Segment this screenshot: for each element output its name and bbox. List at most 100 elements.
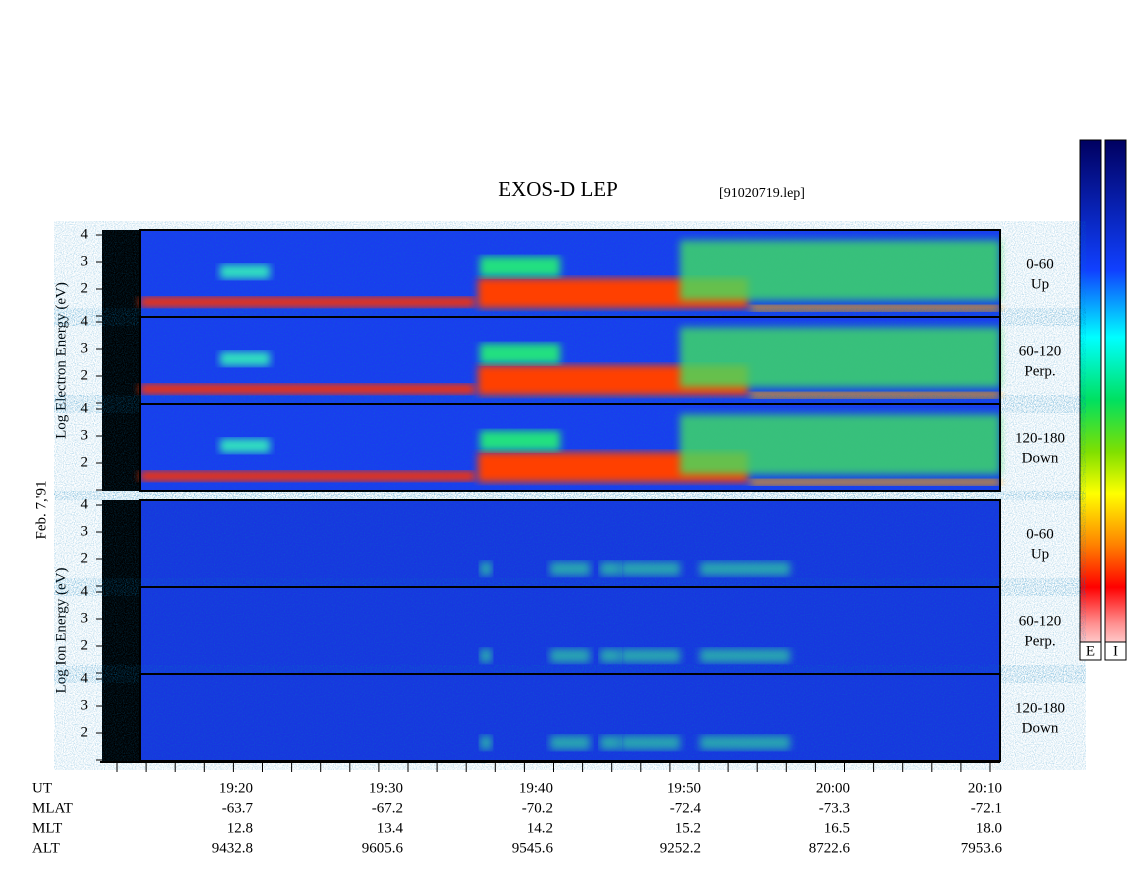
y-tick-label: 2 <box>81 724 89 740</box>
y-tick-label: 3 <box>81 697 89 713</box>
flux-region <box>680 240 1000 301</box>
flux-region <box>680 414 1000 475</box>
y-tick-label: 2 <box>81 637 89 653</box>
pitch-angle: 60-120 <box>1019 343 1062 359</box>
y-tick-label: 2 <box>81 280 89 296</box>
pitch-angle: 120-180 <box>1015 430 1065 446</box>
title: EXOS-D LEP <box>498 177 618 201</box>
colorbar-label: I <box>1113 643 1118 659</box>
y-tick-label: 4 <box>81 583 89 599</box>
group-label: Log Electron Energy (eV) <box>53 282 69 439</box>
table-cell: 13.4 <box>377 820 404 836</box>
pitch-angle: 60-120 <box>1019 613 1062 629</box>
file-name: [91020719.lep] <box>719 186 805 201</box>
y-tick-label: 3 <box>81 340 89 356</box>
colorbar <box>1079 139 1102 661</box>
y-tick-label: 4 <box>81 226 89 242</box>
table-cell: 19:40 <box>519 780 553 796</box>
table-cell: 19:30 <box>369 780 403 796</box>
y-tick-label: 2 <box>81 454 89 470</box>
table-cell: -72.4 <box>670 800 702 816</box>
flux-band <box>220 351 270 366</box>
pitch-direction: Down <box>1022 720 1059 736</box>
flux-band <box>140 384 475 395</box>
flux-band <box>750 305 1000 312</box>
table-cell: 20:10 <box>968 780 1002 796</box>
flux-patch <box>600 735 620 750</box>
table-cell: 19:20 <box>219 780 253 796</box>
flux-region <box>480 343 560 364</box>
pitch-direction: Up <box>1031 276 1049 292</box>
table-cell: -70.2 <box>522 800 553 816</box>
colorbar-box <box>1104 641 1127 661</box>
table-cell: 9545.6 <box>512 840 554 856</box>
flux-patch <box>620 735 680 750</box>
table-cell: 9252.2 <box>660 840 701 856</box>
flux-patch <box>550 648 590 663</box>
flux-patch <box>700 648 790 663</box>
pitch-direction: Perp. <box>1024 363 1055 379</box>
flux-patch <box>620 648 680 663</box>
y-tick-label: 2 <box>81 550 89 566</box>
table-cell: 7953.6 <box>961 840 1003 856</box>
pitch-angle: 120-180 <box>1015 700 1065 716</box>
flux-band <box>220 438 270 453</box>
table-cell: 19:50 <box>667 780 701 796</box>
flux-patch <box>550 561 590 576</box>
y-tick-label: 4 <box>81 496 89 512</box>
table-cell: 18.0 <box>976 820 1002 836</box>
table-cell: 14.2 <box>527 820 553 836</box>
y-tick-label: 4 <box>81 313 89 329</box>
flux-patch <box>480 648 492 663</box>
date-label: Feb. 7,'91 <box>33 481 49 540</box>
y-tick-label: 3 <box>81 427 89 443</box>
table-cell: 9605.6 <box>362 840 404 856</box>
table-cell: 20:00 <box>816 780 850 796</box>
flux-patch <box>550 735 590 750</box>
y-tick-label: 3 <box>81 523 89 539</box>
table-cell: 9432.8 <box>212 840 253 856</box>
row-label: UT <box>32 780 52 796</box>
table-cell: 16.5 <box>824 820 850 836</box>
flux-band <box>140 471 475 482</box>
flux-band <box>220 264 270 279</box>
flux-patch <box>620 561 680 576</box>
flux-patch <box>600 561 620 576</box>
flux-band <box>750 479 1000 486</box>
y-tick-label: 2 <box>81 367 89 383</box>
pitch-angle: 0-60 <box>1026 526 1054 542</box>
table-cell: -63.7 <box>222 800 254 816</box>
colorbar <box>1104 139 1127 661</box>
flux-patch <box>700 735 790 750</box>
row-label: MLT <box>32 820 62 836</box>
pitch-direction: Up <box>1031 546 1049 562</box>
time-gap <box>102 230 140 491</box>
y-tick-label: 4 <box>81 670 89 686</box>
flux-patch <box>600 648 620 663</box>
table-cell: 12.8 <box>227 820 253 836</box>
table-cell: -67.2 <box>372 800 403 816</box>
y-tick-label: 3 <box>81 610 89 626</box>
pitch-direction: Down <box>1022 450 1059 466</box>
y-tick-label: 3 <box>81 253 89 269</box>
group-label: Log Ion Energy (eV) <box>53 568 69 694</box>
flux-region <box>480 256 560 277</box>
flux-region <box>480 430 560 451</box>
flux-region <box>680 327 1000 388</box>
panel-frame <box>139 403 1001 492</box>
table-cell: -73.3 <box>819 800 850 816</box>
row-label: ALT <box>32 840 60 856</box>
flux-patch <box>480 735 492 750</box>
table-cell: 15.2 <box>675 820 701 836</box>
colorbar-label: E <box>1086 643 1095 659</box>
table-cell: 8722.6 <box>809 840 851 856</box>
flux-patch <box>480 561 492 576</box>
pitch-direction: Perp. <box>1024 633 1055 649</box>
flux-band <box>140 297 475 308</box>
time-gap <box>102 500 140 761</box>
flux-patch <box>700 561 790 576</box>
colorbar-box <box>1079 641 1102 661</box>
pitch-angle: 0-60 <box>1026 256 1054 272</box>
flux-band <box>750 392 1000 399</box>
